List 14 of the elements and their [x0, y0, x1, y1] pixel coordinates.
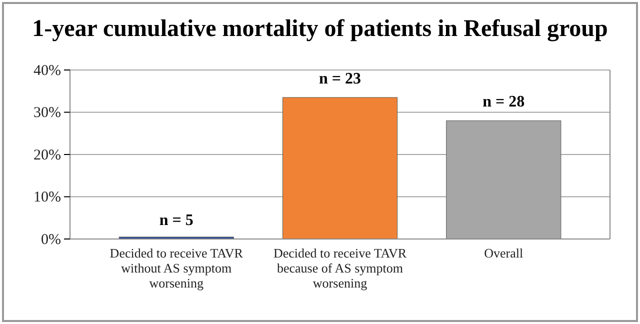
x-tick-label: Decided to receive TAVR because of AS symptom worsening — [273, 246, 407, 290]
annotation: n = 23 — [318, 70, 362, 88]
y-tick-label: 10% — [34, 190, 61, 206]
y-tick-label: 0% — [41, 232, 61, 248]
annotation: n = 28 — [482, 94, 525, 111]
annotation: n = 5 — [159, 212, 194, 229]
y-tick-label: 20% — [34, 147, 61, 164]
chart-title: 1-year cumulative mortality of patients in Refusal group — [32, 16, 608, 42]
bar — [446, 120, 562, 240]
bar — [282, 97, 398, 240]
y-tick-label: 30% — [34, 105, 61, 122]
y-tick-label: 40% — [34, 62, 61, 79]
x-tick-label: Overall — [484, 246, 524, 261]
x-tick-label: Decided to receive TAVR without AS symptom worsening — [110, 246, 244, 290]
